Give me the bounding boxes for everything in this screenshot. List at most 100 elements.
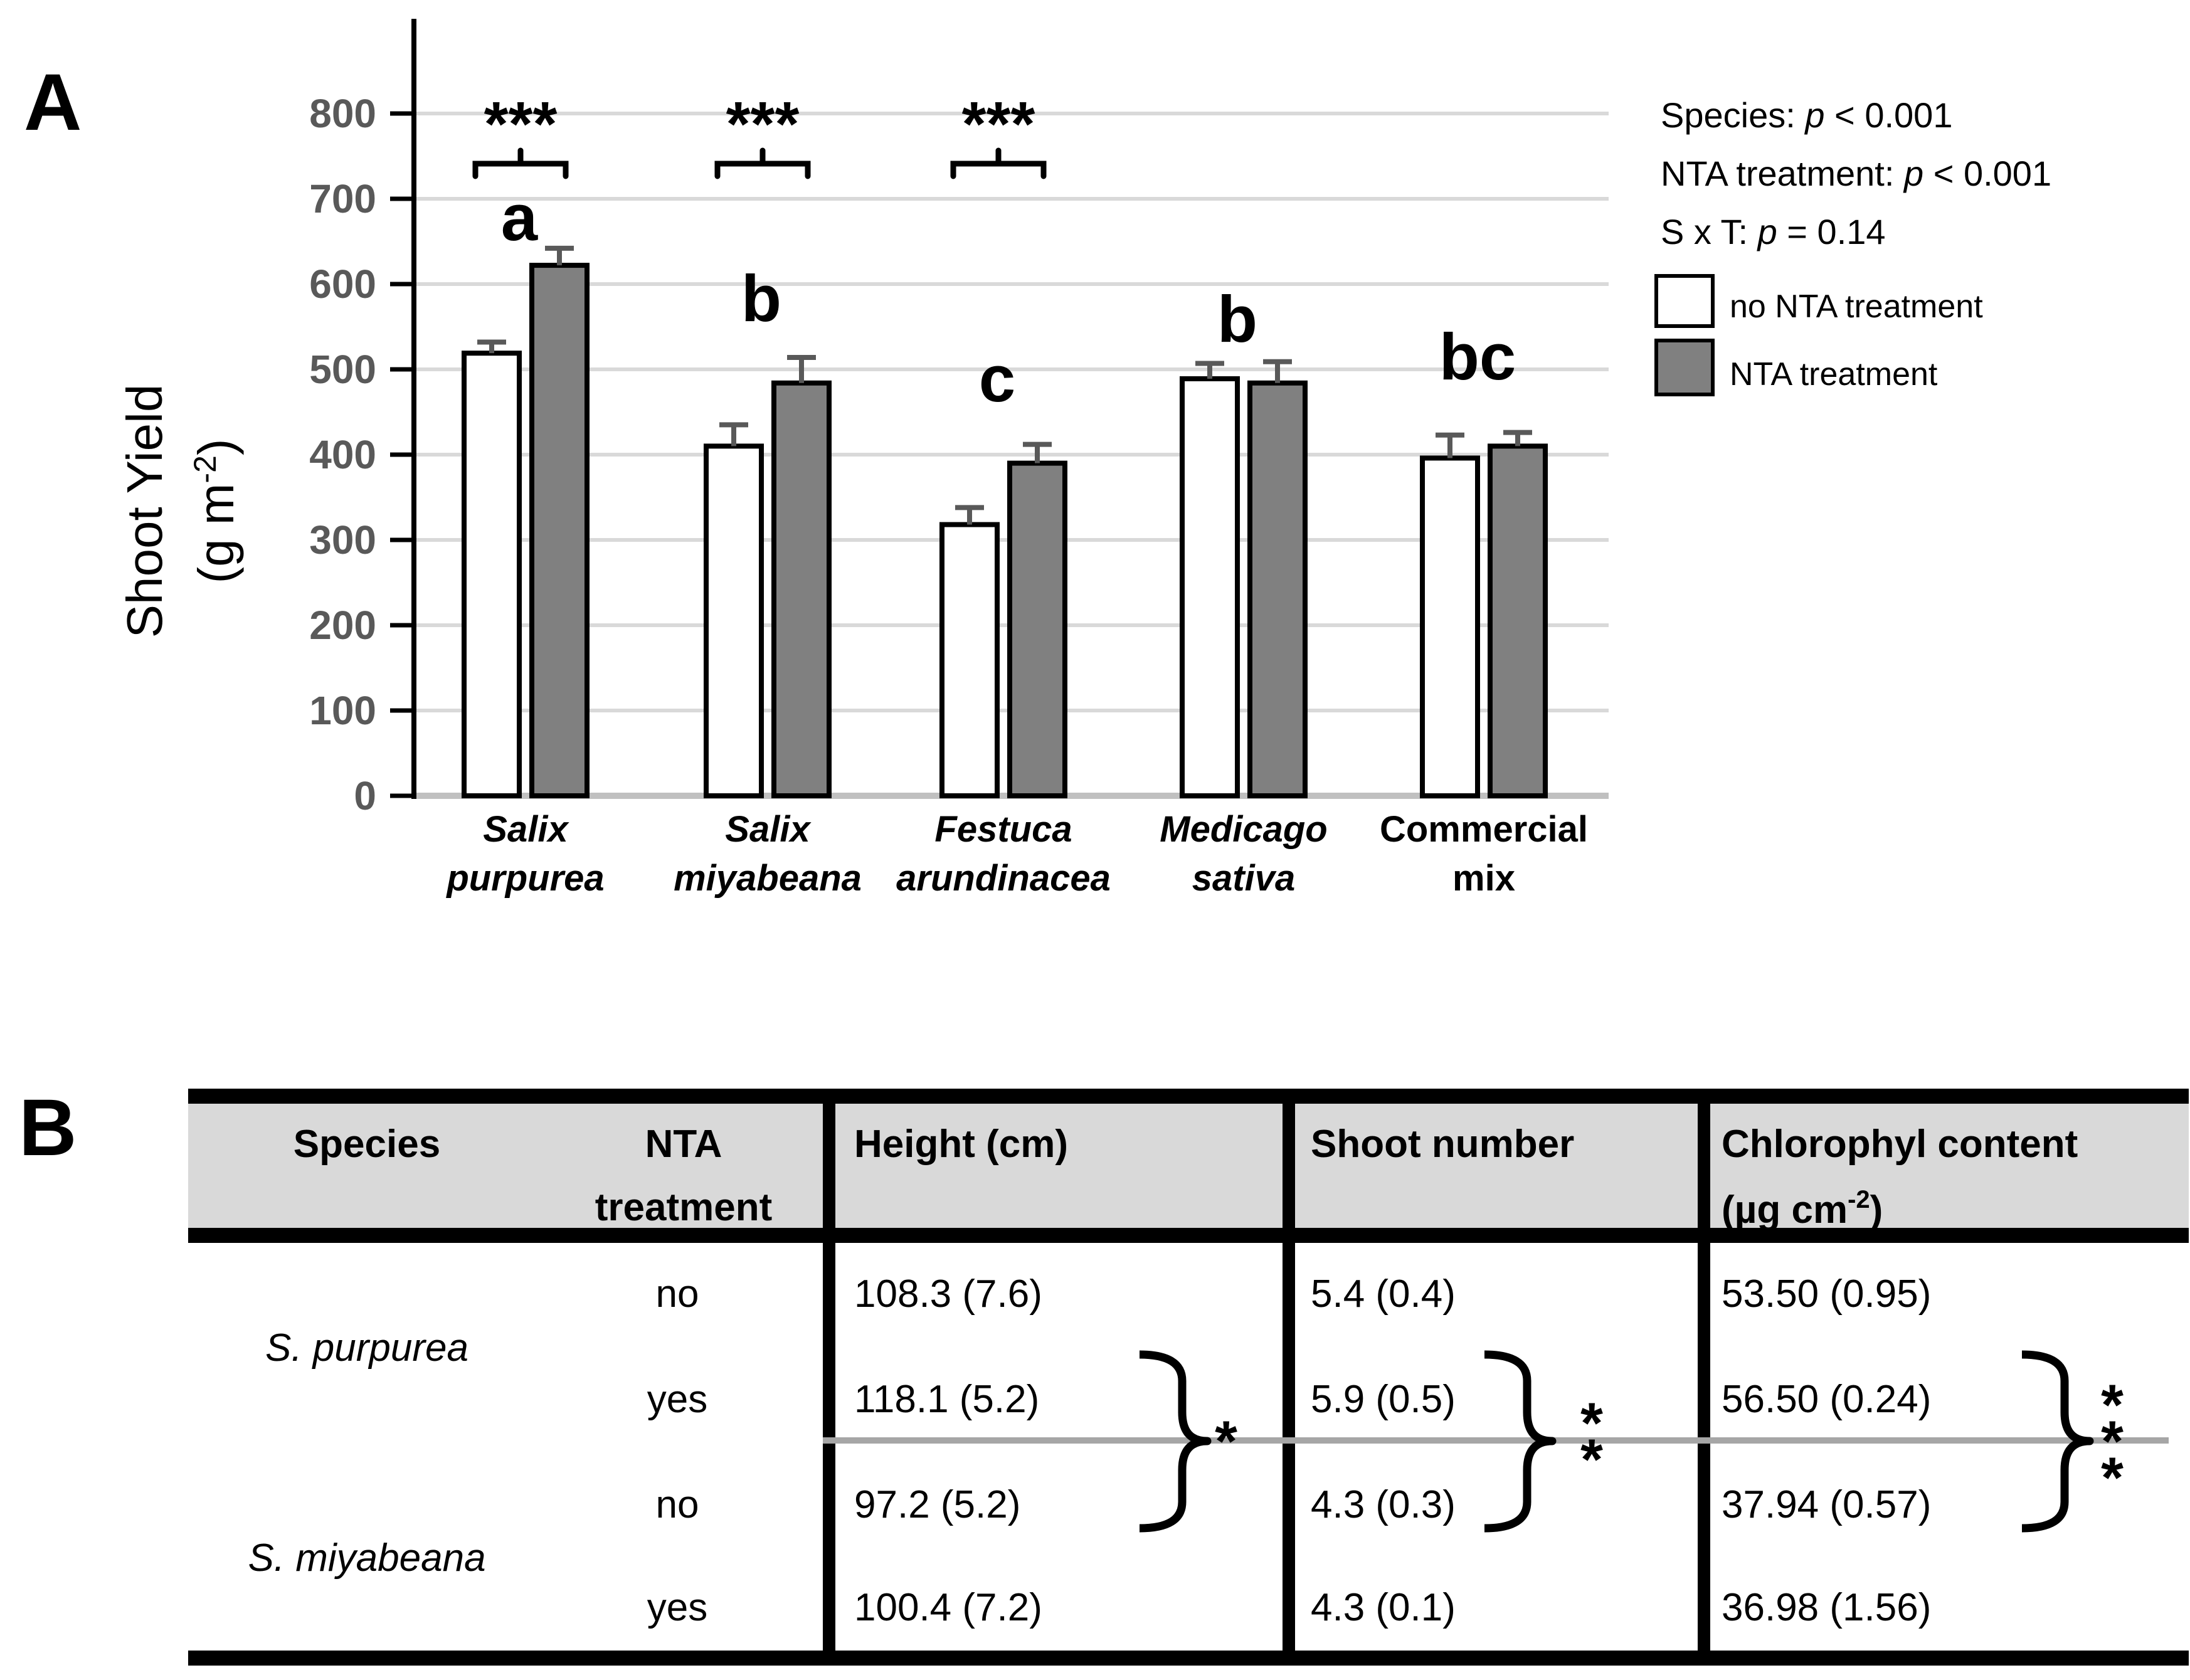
y-tick-label-700: 700	[309, 176, 376, 221]
table-row2-shoot: 4.3 (0.3)	[1311, 1483, 1456, 1526]
bar-no-nta-group3	[1180, 376, 1240, 798]
table-bottom-border	[188, 1651, 2189, 1666]
sig-star-chloro-3: *	[2101, 1446, 2124, 1510]
brace-shoot	[1484, 1350, 1557, 1533]
panel-b-label: B	[19, 1083, 77, 1173]
table-row1-shoot: 5.9 (0.5)	[1311, 1378, 1456, 1421]
letter-b-group3: b	[1217, 283, 1257, 356]
table-significance-overlay: * *****	[823, 1350, 2169, 1533]
x-label-4-line1: Commercial	[1380, 809, 1588, 850]
stats-line-interaction: S x T: p = 0.14	[1661, 212, 1886, 252]
table-header-nta-line2: treatment	[595, 1186, 773, 1229]
brace-height	[1139, 1350, 1212, 1533]
table-row2-height: 97.2 (5.2)	[854, 1483, 1021, 1526]
legend-label-treatment: NTA treatment	[1730, 356, 1938, 393]
stats-species-pre: Species:	[1661, 95, 1806, 135]
x-label-4-line2: mix	[1452, 858, 1515, 899]
table-row1-chloro: 56.50 (0.24)	[1722, 1378, 1932, 1421]
table-row3-height: 100.4 (7.2)	[854, 1586, 1042, 1629]
legend-swatch-no-treatment	[1654, 274, 1715, 328]
x-label-2-line1: Festuca	[934, 809, 1072, 850]
legend-label-no-treatment: no NTA treatment	[1730, 288, 1983, 325]
bar-no-nta-group4	[1420, 455, 1480, 798]
table-row0-height: 108.3 (7.6)	[854, 1272, 1042, 1316]
table-row1-height: 118.1 (5.2)	[854, 1378, 1040, 1421]
bar-no-nta-group2	[939, 522, 1000, 799]
letter-c-group2: c	[979, 342, 1015, 416]
bar-nta-group1	[771, 380, 832, 798]
sig-stars-group2: ***	[962, 89, 1035, 159]
y-tick-label-400: 400	[309, 432, 376, 477]
table-header-species: Species	[293, 1123, 441, 1166]
table-row2-chloro: 37.94 (0.57)	[1722, 1483, 1932, 1526]
stats-treatment-pre: NTA treatment:	[1661, 154, 1904, 193]
sig-bracket-group0	[472, 147, 569, 179]
y-tick-label-200: 200	[309, 603, 376, 648]
x-label-3-line1: Medicago	[1160, 809, 1328, 850]
x-label-2-line2: arundinacea	[896, 858, 1111, 899]
chloro-unit-pre: (µg cm	[1722, 1188, 1848, 1232]
table-header-bottom-border	[188, 1228, 2189, 1243]
sig-stars-group0: ***	[484, 89, 558, 159]
table-header-background	[188, 1102, 2189, 1229]
x-label-0-line2: purpurea	[445, 858, 604, 899]
bar-nta-group2	[1007, 460, 1067, 798]
table-header-chlorophyl-line1: Chlorophyl content	[1722, 1123, 2078, 1166]
x-label-0-line1: Salix	[483, 809, 569, 850]
sig-star-shoot-1: *	[1580, 1392, 1603, 1455]
table-row3-shoot: 4.3 (0.1)	[1311, 1586, 1456, 1629]
table-row0-chloro: 53.50 (0.95)	[1722, 1272, 1932, 1316]
stats-interaction-post: = 0.14	[1777, 212, 1886, 251]
brace-chloro	[2021, 1350, 2094, 1533]
table-divider-shoot-col	[1283, 1089, 1295, 1666]
stats-line-species: Species: p < 0.001	[1661, 95, 1952, 135]
table-species-purpurea: S. purpurea	[265, 1326, 468, 1370]
stats-species-post: < 0.001	[1824, 95, 1953, 135]
letter-b-group1: b	[741, 262, 781, 335]
table-top-border	[188, 1089, 2189, 1104]
stats-interaction-p: p	[1757, 212, 1777, 251]
table-row3-nta: yes	[647, 1586, 708, 1629]
table-header-height: Height (cm)	[854, 1123, 1068, 1166]
panel-a-label: A	[24, 58, 82, 147]
table-row2-nta: no	[655, 1483, 699, 1526]
y-tick-label-0: 0	[354, 773, 376, 818]
x-label-3-line2: sativa	[1192, 858, 1295, 899]
bar-nta-group0	[529, 263, 590, 798]
table-species-miyabeana: S. miyabeana	[248, 1536, 486, 1580]
stats-treatment-post: < 0.001	[1923, 154, 2052, 193]
x-label-1-line1: Salix	[725, 809, 812, 850]
table-row3-chloro: 36.98 (1.56)	[1722, 1586, 1932, 1629]
sig-star-height-1: *	[1215, 1410, 1237, 1474]
legend-swatch-treatment	[1654, 339, 1715, 396]
sig-bracket-group1	[714, 147, 811, 179]
bar-no-nta-group1	[704, 443, 764, 798]
table-header-nta-line1: NTA	[645, 1123, 722, 1166]
y-tick-label-300: 300	[309, 517, 376, 563]
letter-bc-group4: bc	[1439, 320, 1516, 394]
y-tick-label-800: 800	[309, 91, 376, 136]
letter-a-group0: a	[501, 181, 539, 255]
table-row1-nta: yes	[647, 1378, 708, 1421]
sig-stars-group1: ***	[726, 89, 800, 159]
y-axis-title-line1: Shoot Yield	[117, 384, 172, 638]
y-tick-label-600: 600	[309, 262, 376, 307]
stats-species-p: p	[1805, 95, 1825, 135]
bar-nta-group3	[1247, 380, 1308, 798]
sig-star-chloro-1: *	[2101, 1373, 2124, 1437]
bar-nta-group4	[1488, 443, 1548, 798]
shoot-yield-bar-chart: 0 100 200 300 400 500 600 700 800 Shoot Yield (g m…	[117, 19, 1609, 899]
sig-bracket-group2	[950, 147, 1047, 179]
y-axis-title-unit: (g m-2)	[188, 438, 244, 583]
table-row0-shoot: 5.4 (0.4)	[1311, 1272, 1456, 1316]
table-divider-chloro-col	[1698, 1089, 1710, 1666]
chloro-unit-post: )	[1870, 1188, 1883, 1232]
bar-no-nta-group0	[462, 351, 522, 798]
y-tick-label-500: 500	[309, 347, 376, 392]
sig-star-chloro-2: *	[2101, 1410, 2124, 1474]
table-header-chlorophyl-unit: (µg cm-2)	[1722, 1179, 1883, 1231]
table-divider-height-col	[823, 1089, 835, 1666]
stats-treatment-p: p	[1903, 154, 1924, 193]
x-label-1-line2: miyabeana	[674, 858, 862, 899]
